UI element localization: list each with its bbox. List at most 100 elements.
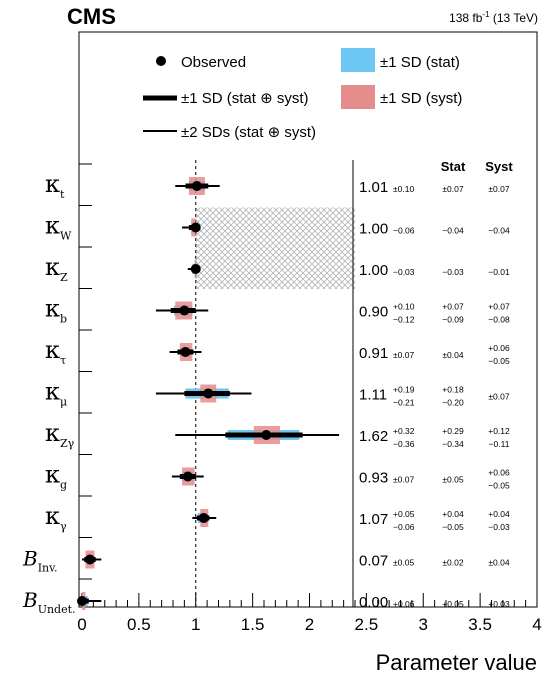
central-value: 0.91 <box>359 345 388 362</box>
total-uncertainty: +0.06 <box>393 599 415 609</box>
stat-uncertainty-up: +0.07 <box>442 302 464 312</box>
x-axis: 0 0.5 1 1.5 2 2.5 3 3.5 4 <box>77 593 542 634</box>
legend-syst-text: ±1 SD (syst) <box>380 90 462 107</box>
total-uncertainty: ±0.07 <box>393 350 414 360</box>
syst-uncertainty-up: +0.06 <box>488 343 510 353</box>
stat-uncertainty-up: +0.04 <box>442 509 464 519</box>
syst-uncertainty-up: +0.06 <box>488 468 510 478</box>
central-value: 1.01 <box>359 179 388 196</box>
parameter-row: κγ 1.07 +0.05 −0.06 +0.04 −0.05 +0.04 −0.03 <box>45 502 510 533</box>
central-value: 0.07 <box>359 553 388 570</box>
central-value: 1.00 <box>359 221 388 238</box>
parameter-label: κμ <box>45 378 67 409</box>
stat-uncertainty: ±0.05 <box>442 475 463 485</box>
parameter-label: κt <box>45 170 65 201</box>
total-uncertainty: ±0.10 <box>393 184 414 194</box>
parameter-row: κW 1.00 −0.06 −0.04 −0.04 <box>45 212 510 243</box>
central-value: 1.07 <box>359 511 388 528</box>
x-axis-title: Parameter value <box>376 650 537 675</box>
parameter-rows: κt 1.01 ±0.10 ±0.07 ±0.07 κW 1.00 −0.06 −0.04 −0.… <box>22 170 510 616</box>
central-value: 0.90 <box>359 304 388 321</box>
central-value: 1.11 <box>359 387 387 404</box>
stat-uncertainty: +0.05 <box>442 599 464 609</box>
syst-uncertainty-up: +0.04 <box>488 509 510 519</box>
parameter-label: κγ <box>45 502 67 533</box>
parameter-row: κZγ 1.62 +0.32 −0.36 +0.29 −0.34 +0.12 −0.11 <box>45 419 510 450</box>
parameter-label: κτ <box>45 336 66 367</box>
observed-point <box>191 181 202 191</box>
legend: Observed ±1 SD (stat ⊕ syst) ±2 SDs (sta… <box>143 48 462 141</box>
parameter-row: κτ 0.91 ±0.07 ±0.04 +0.06 −0.05 <box>45 336 510 367</box>
x-tick-label: 0.5 <box>127 615 151 634</box>
legend-syst-swatch <box>341 85 375 109</box>
syst-uncertainty-down: −0.08 <box>488 315 510 325</box>
legend-observed-marker <box>156 56 166 66</box>
total-uncertainty: ±0.07 <box>393 475 414 485</box>
observed-point <box>180 347 191 357</box>
observed-point <box>190 264 201 274</box>
total-uncertainty-up: +0.10 <box>393 302 415 312</box>
total-uncertainty-down: −0.21 <box>393 398 415 408</box>
x-tick-label: 2.5 <box>355 615 379 634</box>
syst-uncertainty: ±0.04 <box>488 558 509 568</box>
parameter-row: BInv. 0.07 ±0.05 ±0.02 ±0.04 <box>22 547 510 575</box>
total-uncertainty-up: +0.05 <box>393 509 415 519</box>
parameter-row: κt 1.01 ±0.10 ±0.07 ±0.07 <box>45 170 510 201</box>
parameter-label: κb <box>45 295 67 326</box>
central-value: 1.00 <box>359 262 388 279</box>
parameter-row: κb 0.90 +0.10 −0.12 +0.07 −0.09 +0.07 −0.08 <box>45 295 510 326</box>
observed-point <box>203 388 214 399</box>
stat-uncertainty: −0.03 <box>442 267 464 277</box>
total-uncertainty: ±0.05 <box>393 558 414 568</box>
central-value: 1.62 <box>359 428 388 445</box>
plot-frame <box>78 31 538 608</box>
syst-uncertainty: ±0.07 <box>488 184 509 194</box>
parameter-row: BUndet. 0.00 +0.06 +0.05 +0.03 <box>22 588 510 616</box>
legend-stat-text: ±1 SD (stat) <box>380 54 460 71</box>
observed-point <box>77 596 87 606</box>
stat-uncertainty-down: −0.34 <box>442 439 464 449</box>
observed-point <box>179 305 190 316</box>
stat-uncertainty: ±0.07 <box>442 184 463 194</box>
parameter-label: κW <box>45 212 72 243</box>
x-tick-label: 2 <box>305 615 314 634</box>
luminosity-label: 138 fb-1 (13 TeV) <box>449 10 538 25</box>
legend-sd2-total-text: ±2 SDs (stat ⊕ syst) <box>181 124 316 141</box>
stat-uncertainty-down: −0.09 <box>442 315 464 325</box>
x-tick-label: 4 <box>532 615 541 634</box>
syst-uncertainty: −0.01 <box>488 267 510 277</box>
stat-uncertainty-down: −0.20 <box>442 398 464 408</box>
syst-uncertainty: ±0.07 <box>488 392 509 402</box>
x-tick-label: 1 <box>191 615 200 634</box>
parameter-label: κZ <box>45 253 68 284</box>
parameter-row: κZ 1.00 −0.03 −0.03 −0.01 <box>45 253 510 284</box>
legend-observed-text: Observed <box>181 54 246 71</box>
stat-column-header: Stat <box>441 159 466 174</box>
x-tick-label: 0 <box>77 615 86 634</box>
x-tick-label: 3 <box>419 615 428 634</box>
total-uncertainty-up: +0.19 <box>393 385 415 395</box>
parameter-label: BInv. <box>22 547 58 575</box>
parameter-label: BUndet. <box>22 588 76 616</box>
syst-uncertainty: +0.03 <box>488 599 510 609</box>
total-uncertainty-down: −0.12 <box>393 315 415 325</box>
stat-uncertainty-up: +0.29 <box>442 426 464 436</box>
syst-uncertainty-up: +0.12 <box>488 426 510 436</box>
central-value: 0.00 <box>359 594 388 611</box>
experiment-label: CMS <box>67 4 116 29</box>
total-uncertainty-down: −0.06 <box>393 522 415 532</box>
parameter-label: κZγ <box>45 419 75 450</box>
syst-uncertainty-down: −0.05 <box>488 356 510 366</box>
parameter-row: κμ 1.11 +0.19 −0.21 +0.18 −0.20 ±0.07 <box>45 378 510 409</box>
stat-uncertainty-down: −0.05 <box>442 522 464 532</box>
total-uncertainty-down: −0.36 <box>393 439 415 449</box>
stat-uncertainty: −0.04 <box>442 226 464 236</box>
total-uncertainty: −0.06 <box>393 226 415 236</box>
stat-uncertainty-up: +0.18 <box>442 385 464 395</box>
observed-point <box>84 554 95 565</box>
y-axis-ticks <box>79 163 92 580</box>
stat-uncertainty: ±0.02 <box>442 558 463 568</box>
observed-point <box>198 513 209 523</box>
syst-uncertainty: −0.04 <box>488 226 510 236</box>
